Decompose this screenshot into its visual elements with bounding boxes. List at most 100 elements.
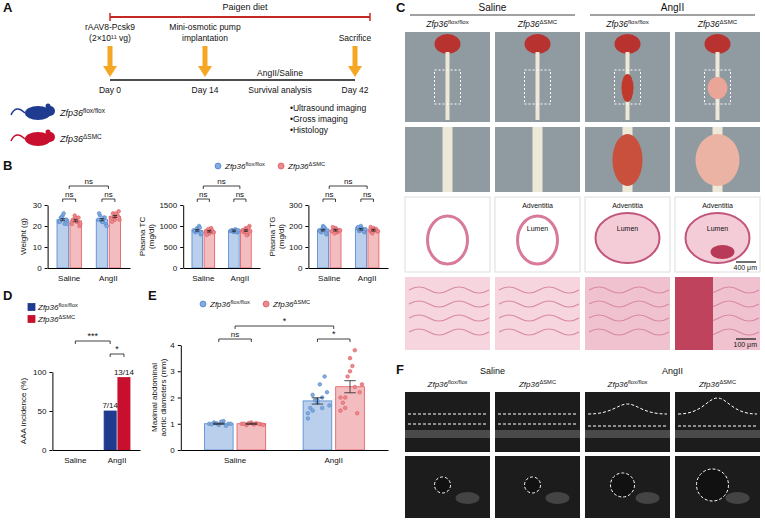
vessel-cross-section: [611, 473, 635, 497]
y-tick-label: 10: [33, 243, 42, 252]
diet-bar-cap: [109, 13, 111, 21]
error-bar: [232, 230, 236, 232]
data-point: [358, 390, 362, 394]
allele: flox/flox: [83, 107, 106, 114]
significance-label: ns: [325, 190, 333, 199]
tissue-echo: [726, 492, 750, 504]
title-line: Plasma TC: [138, 217, 147, 257]
vessel-wall: [428, 216, 468, 264]
gross-zoom: [585, 127, 670, 192]
error-cap: [213, 424, 224, 425]
bar: [109, 217, 120, 268]
legend-symbol: [28, 316, 35, 323]
error-cap: [113, 217, 118, 218]
x-tick-label: Saline: [318, 274, 341, 283]
y-tick-mark: [45, 205, 48, 206]
y-tick-mark: [180, 226, 183, 227]
gene: Zfp36: [224, 162, 246, 171]
aorta-zoom: [443, 127, 453, 192]
histology-zoom: [405, 277, 490, 350]
error-cap: [207, 232, 211, 233]
error-bar: [195, 230, 199, 232]
vessel-outline: [588, 426, 667, 427]
error-bar: [359, 228, 363, 230]
mouse-tail: [11, 109, 25, 115]
error-cap: [100, 220, 105, 221]
error-cap: [213, 423, 224, 424]
data-point: [198, 226, 202, 230]
x-axis: Saline AngII: [181, 451, 388, 465]
bar: [355, 229, 366, 268]
tissue-fiber: [589, 287, 669, 293]
chart-panel: AAA incidence (%)050100SalineAngII7/1413…: [19, 302, 141, 464]
error-cap: [344, 392, 355, 393]
error-cap: [359, 228, 363, 229]
gene: Zfp36: [287, 162, 309, 171]
day-label: Day 42: [342, 85, 369, 95]
y-axis-line: [48, 206, 49, 269]
y-tick: 2: [170, 394, 180, 403]
gross-photo: [675, 32, 760, 122]
group-label: Zfp36ΔSMC: [59, 133, 102, 144]
x-tick: Saline: [224, 456, 247, 465]
error-cap: [207, 230, 211, 231]
aneurysm: [622, 74, 634, 102]
bar: [204, 231, 215, 268]
panel-letter: D: [3, 288, 12, 303]
ultrasound-band: [405, 430, 490, 438]
timeline-axis: [110, 79, 355, 81]
legend-label: Zfp36ΔSMC: [272, 299, 310, 309]
data-point: [326, 228, 330, 232]
allele: ΔSMC: [83, 133, 102, 140]
vessel-outline: [498, 414, 577, 415]
vessel-wall: [686, 213, 750, 263]
bar: [76, 450, 88, 451]
y-tick: 0: [298, 264, 308, 273]
significance-label: ns: [104, 190, 112, 199]
data-point: [205, 233, 209, 237]
gross-zoom: [675, 127, 760, 192]
data-point: [200, 231, 204, 235]
error-cap: [73, 219, 78, 220]
x-tick: AngII: [99, 274, 118, 283]
significance-bracket: [63, 199, 76, 202]
gene: Zfp36: [517, 19, 540, 29]
panel-letter: E: [148, 288, 157, 303]
error-cap: [312, 404, 323, 405]
ultrasound-long: [675, 392, 760, 452]
error-cap: [60, 218, 65, 219]
data-point: [308, 406, 312, 410]
ultrasound-long: [405, 392, 490, 452]
y-tick-mark: [49, 450, 52, 451]
error-cap: [244, 229, 248, 230]
ultrasound-long: [495, 392, 580, 452]
y-tick-label: 1000: [159, 222, 177, 231]
error-cap: [232, 230, 236, 231]
error-cap: [321, 229, 325, 230]
y-tick: 20: [33, 222, 48, 231]
chart-panel: Weight (g)0102030SalineAngIInsnsnsZfp36f…: [19, 161, 325, 282]
x-tick: AngII: [324, 456, 343, 465]
event-arrow-head: [198, 66, 212, 77]
y-tick-label: 50: [37, 407, 46, 416]
significance-label: ns: [217, 177, 225, 186]
histology-label: Adventitia: [612, 202, 643, 209]
bar: [303, 401, 332, 450]
y-tick-label: 100: [33, 368, 47, 377]
y-tick-mark: [305, 247, 308, 248]
analysis-item: •Ultrasound imaging: [290, 103, 366, 113]
y-tick: 500: [164, 243, 183, 252]
data-point: [331, 225, 335, 229]
error-bar: [246, 423, 257, 424]
y-tick-mark: [45, 247, 48, 248]
significance-bracket: [329, 186, 367, 189]
y-tick-label: 4: [170, 341, 175, 350]
gross-zoom: [405, 127, 490, 192]
data-label: 13/14: [114, 368, 135, 377]
chart-panel: Plasma TG(mg/dl)0100200300SalineAngIInsn…: [268, 177, 389, 283]
histology-zoom: [495, 277, 580, 350]
y-axis-line: [308, 206, 309, 269]
data-point: [65, 218, 69, 222]
title-line: Plasma TG: [268, 217, 277, 257]
significance-bracket: [234, 199, 246, 202]
